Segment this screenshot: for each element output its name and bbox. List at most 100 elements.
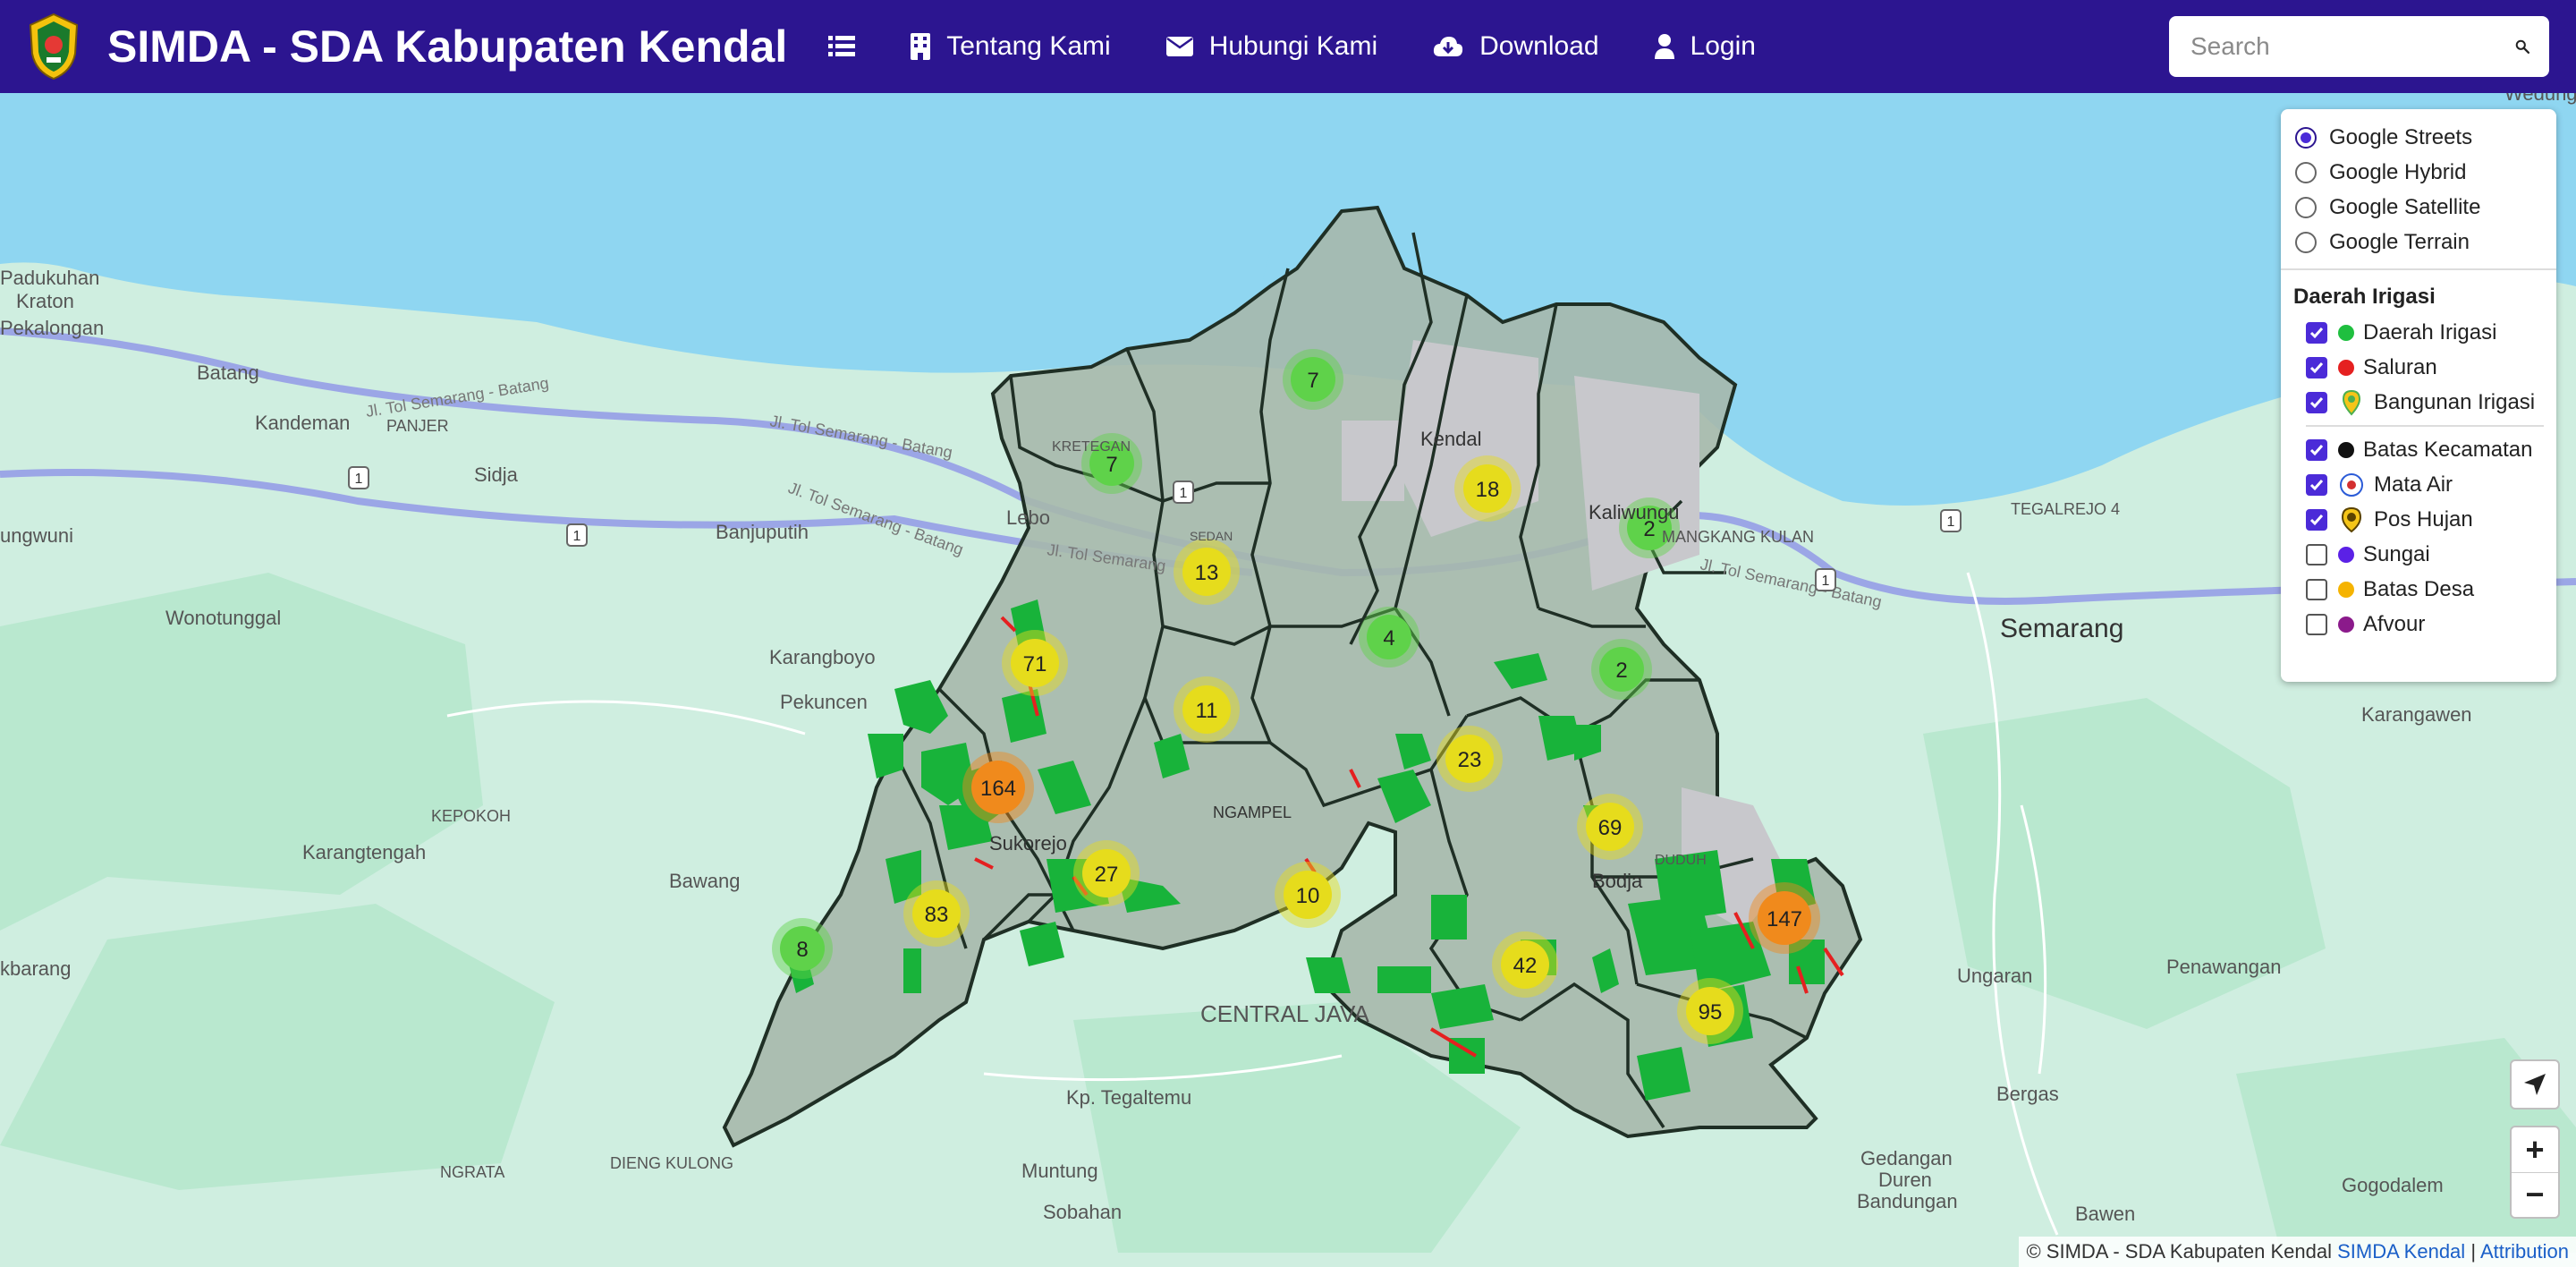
overlay-option-sungai[interactable]: Sungai <box>2293 537 2544 572</box>
purple-dot-icon <box>2338 546 2354 563</box>
label-gogodalem: Gogodalem <box>2342 1174 2444 1196</box>
attribution-link[interactable]: Attribution <box>2479 1240 2569 1263</box>
nav-login[interactable]: Login <box>1654 31 1756 62</box>
route-shield: 1 <box>348 466 369 489</box>
route-shield: 1 <box>1173 480 1194 504</box>
cluster-marker[interactable]: 27 <box>1073 840 1140 906</box>
app-title[interactable]: SIMDA - SDA Kabupaten Kendal <box>107 21 788 72</box>
navbar: SIMDA - SDA Kabupaten Kendal Tentang Kam… <box>0 0 2576 93</box>
label-sidja: Sidja <box>474 463 519 486</box>
menu-list-button[interactable] <box>828 35 856 58</box>
label-bawen: Bawen <box>2075 1203 2135 1225</box>
search-icon[interactable] <box>2515 34 2529 59</box>
label-penawangan: Penawangan <box>2166 956 2281 978</box>
checkbox[interactable] <box>2306 543 2327 565</box>
checkbox-checked[interactable] <box>2306 356 2327 378</box>
cluster-marker[interactable]: 7 <box>1283 349 1343 410</box>
spring-icon <box>2340 472 2363 497</box>
cluster-marker[interactable]: 7 <box>1081 433 1142 494</box>
basemap-option[interactable]: Google Hybrid <box>2293 155 2544 190</box>
cloud-download-icon <box>1434 37 1463 56</box>
cluster-count: 95 <box>1699 1000 1723 1025</box>
cluster-count: 11 <box>1196 699 1218 723</box>
overlay-label: Daerah Irigasi <box>2363 319 2497 344</box>
label-wonotunggal: Wonotunggal <box>165 607 281 629</box>
cluster-count: 69 <box>1598 816 1623 840</box>
cluster-marker[interactable]: 2 <box>1619 497 1680 558</box>
cluster-marker[interactable]: 10 <box>1275 862 1341 928</box>
basemap-option[interactable]: Google Satellite <box>2293 190 2544 225</box>
overlay-label: Bangunan Irigasi <box>2374 389 2536 414</box>
nav-download[interactable]: Download <box>1433 31 1599 62</box>
label-pekalongan: Pekalongan <box>0 317 104 339</box>
label-duduh: DUDUH <box>1655 853 1707 868</box>
nav-login-label: Login <box>1690 31 1756 61</box>
cluster-marker[interactable]: 23 <box>1436 726 1503 792</box>
cluster-marker[interactable]: 83 <box>903 880 970 947</box>
overlay-option-batas-kecamatan[interactable]: Batas Kecamatan <box>2293 432 2544 467</box>
label-ngampel: NGAMPEL <box>1213 804 1292 821</box>
label-sedan: SEDAN <box>1190 529 1233 543</box>
cluster-count: 8 <box>796 938 808 962</box>
radio-selected[interactable] <box>2295 126 2317 149</box>
cluster-count: 13 <box>1195 561 1219 585</box>
label-kandeman: Kandeman <box>255 412 350 434</box>
zoom-out-button[interactable]: − <box>2525 1176 2545 1213</box>
simda-kendal-link[interactable]: SIMDA Kendal <box>2337 1240 2466 1263</box>
label-kendal: Kendal <box>1420 428 1482 450</box>
cluster-marker[interactable]: 164 <box>962 752 1034 823</box>
label-mangkang-kulon: MANGKANG KULAN <box>1662 528 1814 546</box>
cluster-marker[interactable]: 11 <box>1174 676 1240 743</box>
basemap-option[interactable]: Google Streets <box>2293 120 2544 155</box>
cluster-marker[interactable]: 18 <box>1454 455 1521 522</box>
checkbox-checked[interactable] <box>2306 508 2327 531</box>
checkbox-checked[interactable] <box>2306 438 2327 461</box>
radio[interactable] <box>2295 196 2317 218</box>
checkbox-checked[interactable] <box>2306 321 2327 344</box>
basemap-label: Google Hybrid <box>2329 159 2467 184</box>
map-canvas[interactable]: 7 7 18 2 13 4 2 71 11 23 164 69 27 10 83… <box>0 93 2576 1267</box>
checkbox[interactable] <box>2306 613 2327 635</box>
red-dot-icon <box>2338 359 2354 376</box>
overlay-option-bangunan-irigasi[interactable]: Bangunan Irigasi <box>2293 385 2544 420</box>
overlay-option-daerah-irigasi[interactable]: Daerah Irigasi <box>2293 315 2544 350</box>
cluster-marker[interactable]: 69 <box>1577 794 1643 860</box>
cluster-marker[interactable]: 13 <box>1174 539 1240 605</box>
basemap-option[interactable]: Google Terrain <box>2293 225 2544 259</box>
nav-hubungi-kami[interactable]: Hubungi Kami <box>1165 31 1377 62</box>
label-tegalrejo: TEGALREJO 4 <box>2011 500 2120 518</box>
cluster-marker[interactable]: 4 <box>1359 607 1419 668</box>
checkbox[interactable] <box>2306 578 2327 600</box>
radio[interactable] <box>2295 231 2317 253</box>
overlay-label: Sungai <box>2363 541 2430 566</box>
nav-tentang-kami[interactable]: Tentang Kami <box>911 31 1111 62</box>
radio[interactable] <box>2295 161 2317 183</box>
label-kraton: Kraton <box>16 290 74 312</box>
cluster-marker[interactable]: 2 <box>1591 639 1652 700</box>
checkbox-checked[interactable] <box>2306 391 2327 413</box>
label-sobahan: Sobahan <box>1043 1201 1122 1223</box>
layer-control-panel[interactable]: Google Streets Google Hybrid Google Sate… <box>2281 109 2556 682</box>
cluster-marker[interactable]: 95 <box>1677 978 1743 1044</box>
label-duren: Duren <box>1878 1169 1932 1191</box>
overlay-label: Afvour <box>2363 611 2426 636</box>
cluster-marker[interactable]: 8 <box>772 918 833 979</box>
cluster-marker[interactable]: 71 <box>1002 630 1068 696</box>
overlay-option-batas-desa[interactable]: Batas Desa <box>2293 572 2544 607</box>
overlay-option-saluran[interactable]: Saluran <box>2293 350 2544 385</box>
cluster-marker[interactable]: 42 <box>1492 931 1558 998</box>
cluster-marker[interactable]: 147 <box>1749 882 1820 954</box>
label-kaliwungu: Kaliwungu <box>1589 501 1680 523</box>
search-box[interactable] <box>2169 16 2549 77</box>
terrain-patches <box>0 573 2576 1253</box>
overlay-option-mata-air[interactable]: Mata Air <box>2293 467 2544 502</box>
rain-post-icon <box>2341 506 2362 532</box>
orange-dot-icon <box>2338 581 2354 598</box>
overlay-option-pos-hujan[interactable]: Pos Hujan <box>2293 502 2544 537</box>
overlay-option-afvour[interactable]: Afvour <box>2293 607 2544 642</box>
locate-button[interactable] <box>2510 1059 2560 1110</box>
zoom-in-button[interactable]: + <box>2512 1127 2558 1173</box>
search-input[interactable] <box>2189 31 2515 62</box>
checkbox-checked[interactable] <box>2306 473 2327 496</box>
cluster-count: 4 <box>1383 626 1394 651</box>
